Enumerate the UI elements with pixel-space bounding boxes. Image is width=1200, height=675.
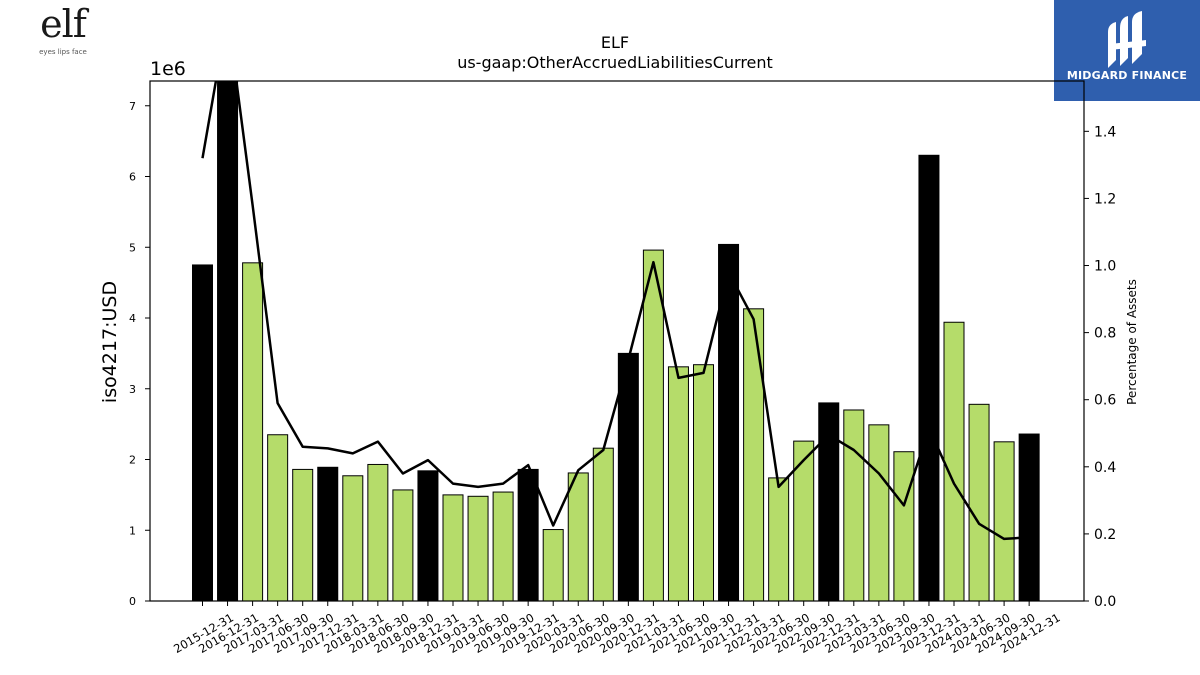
elf-logo: elf eyes lips face (28, 2, 98, 62)
y-tick-label: 6 (129, 171, 136, 184)
y2-tick-label: 1.0 (1094, 259, 1116, 275)
bar-2018-09-30 (392, 489, 414, 602)
bar-2017-03-31 (242, 262, 264, 602)
y2-tick-label: 0.0 (1094, 594, 1116, 610)
bar-2017-06-30 (267, 434, 289, 602)
y-tick-label: 3 (129, 383, 136, 396)
bar-2019-12-31 (517, 468, 539, 602)
chart-title: ELF (601, 33, 629, 52)
axes-group: 012345670.00.20.40.60.81.01.21.42015-12-… (129, 80, 1116, 656)
midgard-finance-text: MIDGARD FINANCE (1066, 69, 1188, 82)
bar-2024-06-30 (968, 403, 990, 602)
bar-2017-09-30 (292, 468, 314, 602)
y2-tick-label: 1.4 (1094, 124, 1116, 140)
y-tick-label: 2 (129, 454, 136, 467)
bar-2023-06-30 (868, 424, 890, 602)
bar-2020-09-30 (592, 447, 614, 602)
bar-2020-12-31 (617, 352, 639, 602)
bar-2023-12-31 (918, 154, 940, 602)
bar-2018-12-31 (417, 470, 439, 602)
bar-2024-09-30 (993, 441, 1015, 602)
bar-2018-03-31 (342, 475, 364, 602)
y-tick-label: 7 (129, 100, 136, 113)
bar-2015-12-31 (192, 264, 213, 602)
bar-2024-03-31 (943, 321, 965, 602)
y-axis-label: iso4217:USD (99, 281, 121, 403)
bar-2019-03-31 (442, 494, 464, 602)
bar-2021-09-30 (693, 364, 714, 602)
bar-2023-09-30 (893, 451, 915, 602)
chart-subtitle: us-gaap:OtherAccruedLiabilitiesCurrent (457, 53, 773, 72)
y-tick-label: 5 (129, 241, 136, 254)
y2-axis-label: Percentage of Assets (1125, 279, 1139, 405)
plot-frame (149, 80, 1085, 602)
bar-2020-03-31 (542, 529, 564, 602)
bar-2022-12-31 (818, 402, 840, 602)
y-tick-label: 1 (129, 524, 136, 537)
y2-tick-label: 0.6 (1094, 393, 1116, 409)
line-layer (201, 81, 1030, 541)
bar-2018-06-30 (367, 463, 389, 602)
bar-2022-09-30 (793, 440, 815, 602)
midgard-finance-logo: MIDGARD FINANCE (1054, 0, 1200, 101)
y-tick-label: 0 (129, 595, 136, 608)
midgard-mark-icon (1108, 11, 1146, 68)
y-tick-label: 4 (129, 312, 136, 325)
bar-2016-12-31 (217, 80, 239, 602)
y2-tick-label: 1.2 (1094, 191, 1116, 207)
bar-2022-06-30 (768, 477, 790, 602)
bar-2021-03-31 (642, 249, 664, 602)
percentage-of-assets-line (201, 81, 1030, 541)
bar-2024-12-31 (1018, 433, 1040, 602)
y2-tick-label: 0.2 (1094, 527, 1116, 543)
y2-tick-label: 0.4 (1094, 460, 1116, 476)
bar-2023-03-31 (843, 409, 865, 602)
bar-2017-12-31 (317, 466, 339, 602)
bar-2022-03-31 (743, 308, 765, 602)
elf-wordmark: elf (40, 2, 87, 46)
bar-2019-06-30 (467, 495, 489, 602)
y2-tick-label: 0.8 (1094, 326, 1116, 342)
bar-2021-06-30 (667, 366, 689, 602)
bars-group (192, 80, 1040, 602)
bar-2019-09-30 (492, 491, 514, 602)
y-offset-label: 1e6 (150, 58, 186, 80)
bar-2020-06-30 (567, 472, 589, 602)
elf-tagline: eyes lips face (39, 48, 87, 56)
